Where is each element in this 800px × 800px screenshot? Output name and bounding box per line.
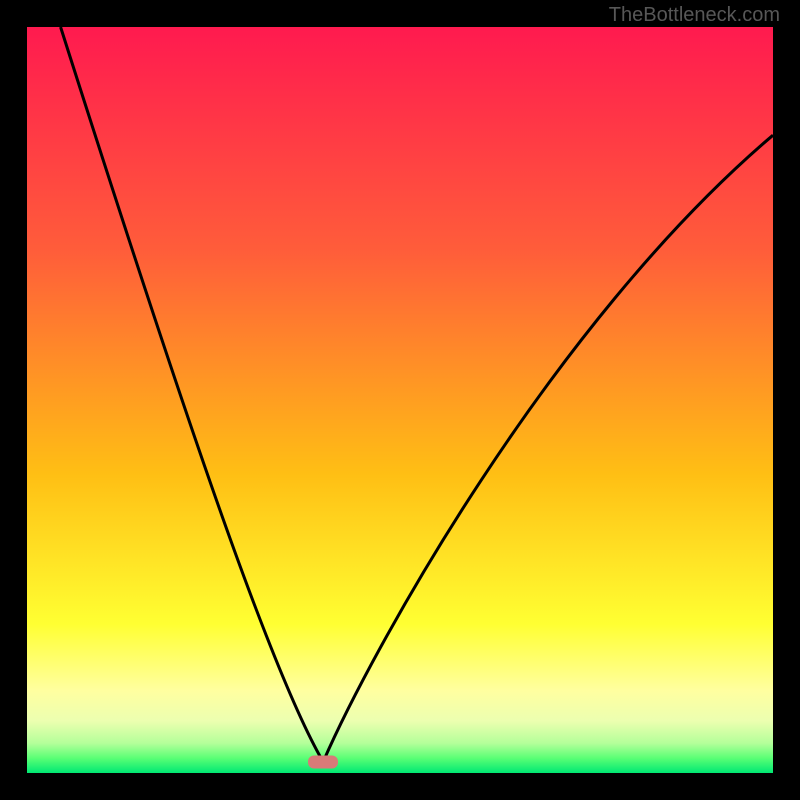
- bottleneck-curve: [61, 27, 773, 762]
- watermark-text: TheBottleneck.com: [609, 4, 780, 27]
- curve-layer: [0, 0, 800, 800]
- vertex-marker: [308, 755, 338, 768]
